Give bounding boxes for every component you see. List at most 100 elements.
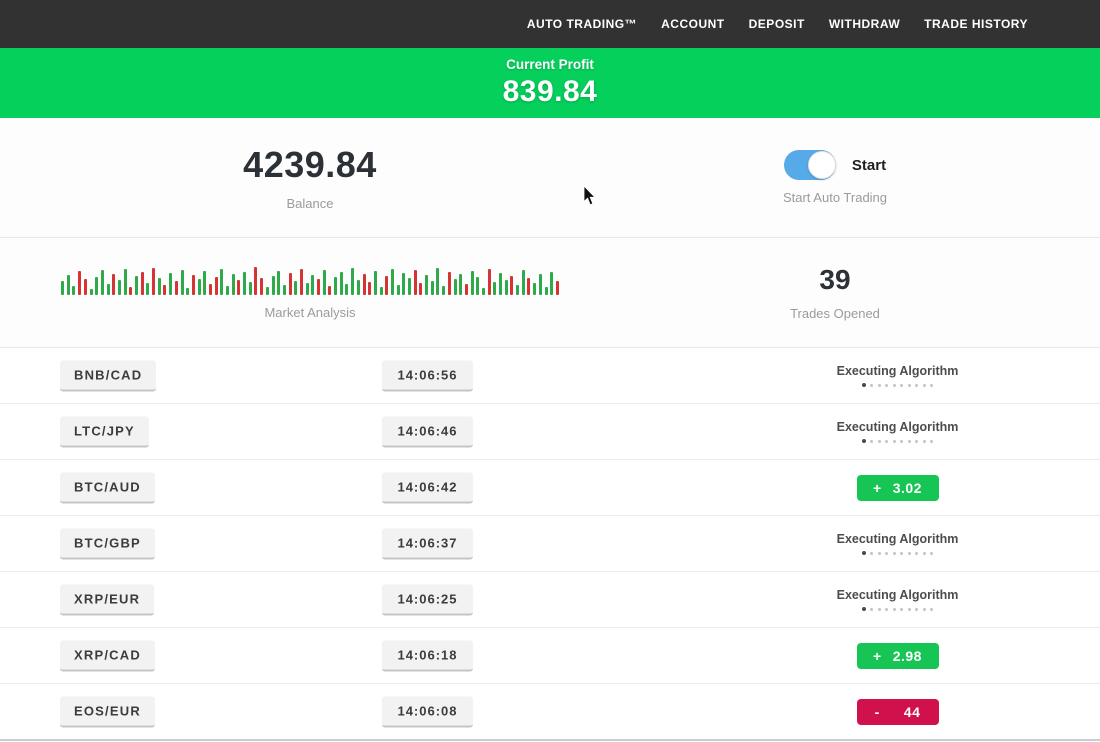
market-bar	[61, 281, 65, 295]
market-bar	[243, 272, 247, 295]
market-bar	[413, 270, 417, 295]
nav-item-withdraw[interactable]: WITHDRAW	[828, 17, 901, 31]
status-cell: Executing Algorithm	[790, 572, 1005, 627]
pair-badge: XRP/CAD	[60, 640, 155, 671]
market-bar	[117, 280, 121, 295]
market-bar	[123, 269, 127, 295]
market-bar	[140, 272, 144, 295]
market-bar	[351, 268, 355, 295]
trades-opened-label: Trades Opened	[790, 306, 880, 321]
market-bar	[390, 269, 394, 295]
table-row: EOS/EUR 14:06:08 -44	[0, 683, 1100, 739]
market-bar	[527, 278, 531, 295]
market-bar	[555, 281, 559, 295]
market-bar	[129, 287, 133, 295]
market-bar	[220, 269, 224, 295]
market-bar	[317, 279, 321, 295]
market-bar	[78, 271, 82, 295]
time-badge: 14:06:25	[382, 584, 473, 615]
divider	[42, 237, 1100, 238]
market-bar	[288, 273, 292, 295]
market-bar	[197, 279, 201, 295]
time-badge: 14:06:08	[382, 696, 473, 727]
table-row: BTC/GBP 14:06:37 Executing Algorithm	[0, 515, 1100, 571]
nav-item-account[interactable]: ACCOUNT	[661, 17, 725, 31]
market-bar	[476, 277, 480, 295]
market-bar	[487, 269, 491, 295]
market-bar	[254, 267, 258, 295]
current-profit-banner: Current Profit 839.84	[0, 48, 1100, 118]
balance-value: 4239.84	[243, 144, 377, 185]
table-row: XRP/CAD 14:06:18 +2.98	[0, 627, 1100, 683]
market-bar	[226, 286, 230, 295]
market-bar	[362, 274, 366, 295]
market-bar	[464, 284, 468, 295]
status-cell: Executing Algorithm	[790, 348, 1005, 403]
market-bar	[299, 269, 303, 295]
toggle-knob[interactable]	[807, 151, 836, 179]
market-bar	[368, 282, 372, 295]
market-bar	[538, 274, 542, 295]
market-bar	[385, 276, 389, 295]
table-row: XRP/EUR 14:06:25 Executing Algorithm	[0, 571, 1100, 627]
pair-badge: BTC/AUD	[60, 472, 155, 503]
executing-algorithm-label: Executing Algorithm	[836, 588, 959, 602]
nav-item-trade-history[interactable]: TRADE HISTORY	[924, 17, 1028, 31]
market-bar	[169, 273, 173, 295]
market-bar	[356, 280, 360, 295]
market-bar	[322, 270, 326, 295]
market-bar	[294, 281, 298, 295]
market-bar	[447, 272, 451, 295]
market-bar	[157, 278, 161, 295]
market-bar	[379, 287, 383, 295]
progress-dots	[861, 551, 934, 555]
market-bar	[248, 282, 252, 295]
market-bar	[396, 285, 400, 295]
market-bar	[533, 283, 537, 295]
progress-dots	[861, 439, 934, 443]
time-badge: 14:06:37	[382, 528, 473, 559]
market-bar	[436, 268, 440, 295]
market-bar	[345, 284, 349, 295]
market-bar	[425, 275, 429, 295]
nav-item-auto-trading[interactable]: AUTO TRADING™	[526, 17, 638, 31]
progress-dots	[861, 383, 934, 387]
executing-algorithm-label: Executing Algorithm	[836, 532, 959, 546]
market-bar	[408, 278, 412, 295]
time-badge: 14:06:18	[382, 640, 473, 671]
market-bar	[237, 280, 241, 295]
progress-dots	[861, 607, 934, 611]
market-analysis-label: Market Analysis	[264, 305, 356, 320]
current-profit-value: 839.84	[502, 75, 598, 108]
market-bar	[430, 281, 434, 295]
market-bar	[550, 272, 554, 295]
market-bar	[442, 286, 446, 295]
profit-badge: +2.98	[856, 642, 939, 669]
market-bar	[510, 276, 514, 295]
market-bar	[328, 286, 332, 295]
market-bar	[260, 278, 264, 295]
market-bar	[277, 271, 281, 295]
market-bar	[470, 271, 474, 295]
market-bar	[504, 280, 508, 295]
market-bar	[516, 285, 520, 295]
market-bar	[203, 271, 207, 295]
market-bar	[459, 274, 463, 295]
status-cell: +2.98	[790, 628, 1005, 683]
market-bar	[402, 273, 406, 295]
time-badge: 14:06:42	[382, 472, 473, 503]
auto-trading-toggle[interactable]	[783, 150, 836, 180]
time-badge: 14:06:56	[382, 360, 473, 391]
nav-item-deposit[interactable]: DEPOSIT	[748, 17, 805, 31]
market-bar	[146, 283, 150, 295]
start-auto-trading-label: Start Auto Trading	[782, 190, 888, 205]
market-bar	[499, 273, 503, 295]
market-bar	[66, 275, 70, 295]
top-nav: AUTO TRADING™ ACCOUNT DEPOSIT WITHDRAW T…	[0, 0, 1100, 48]
market-bar	[208, 284, 212, 295]
stats-row-balance: 4239.84 Balance Start Start Auto Trading	[0, 118, 1100, 237]
market-bar	[334, 277, 338, 295]
pair-badge: XRP/EUR	[60, 584, 155, 615]
market-bar	[135, 276, 139, 295]
market-analysis-chart	[61, 265, 559, 295]
